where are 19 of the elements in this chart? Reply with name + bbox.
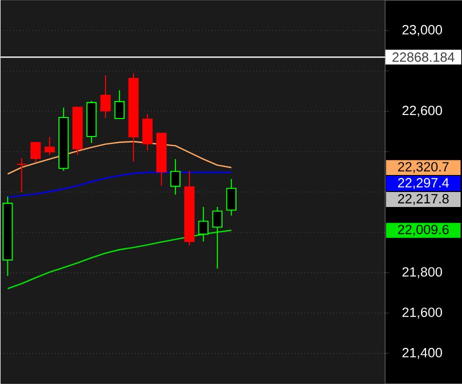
text: 22,009.6 bbox=[398, 224, 449, 236]
candlestick bbox=[170, 158, 181, 196]
candlestick bbox=[16, 158, 27, 193]
candlestick bbox=[44, 136, 55, 156]
text: 22,320.7 bbox=[398, 162, 449, 174]
candlestick bbox=[226, 178, 236, 216]
y-tick-label: 22,600 bbox=[402, 106, 442, 117]
text: 22,297.4 bbox=[398, 178, 449, 190]
y-tick-label: 23,000 bbox=[402, 25, 442, 36]
candlestick bbox=[114, 90, 125, 120]
candlestick bbox=[198, 206, 209, 242]
ref-line-label: 22868.184 bbox=[392, 52, 454, 62]
text: 22,217.8 bbox=[398, 194, 449, 206]
y-tick-label: 21,800 bbox=[402, 267, 442, 278]
y-tick-label: 21,600 bbox=[402, 308, 442, 319]
y-tick-label: 21,400 bbox=[402, 348, 442, 359]
candlestick bbox=[100, 74, 111, 118]
candlestick bbox=[30, 142, 41, 162]
candlestick bbox=[212, 206, 223, 270]
